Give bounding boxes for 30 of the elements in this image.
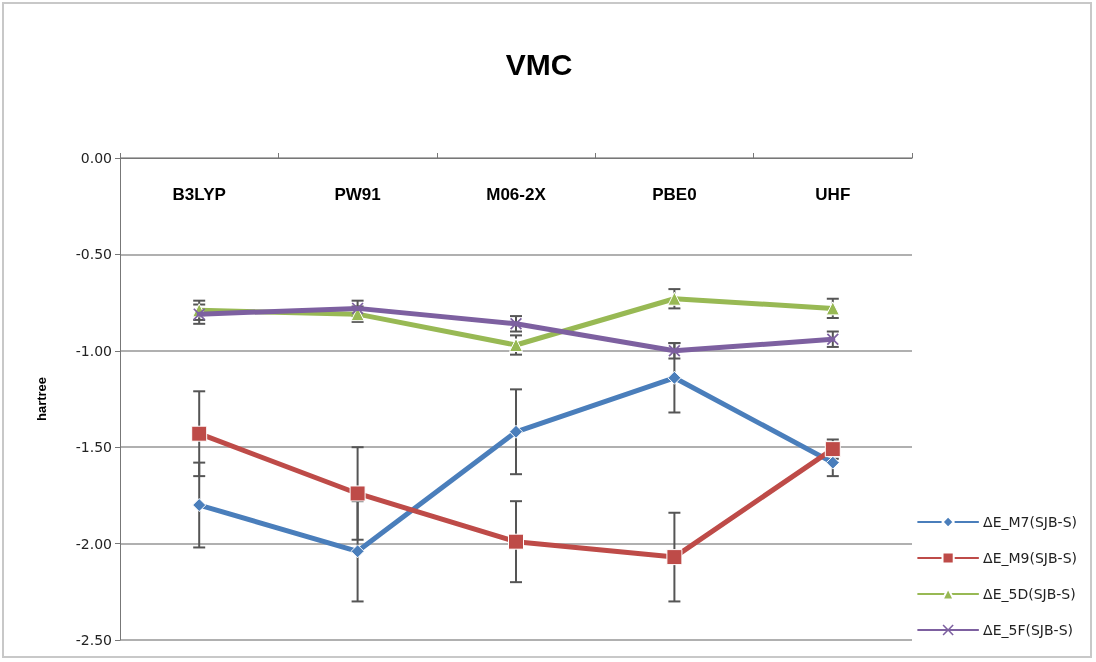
point <box>191 425 208 442</box>
chart-title: VMC <box>505 47 573 81</box>
y-tick-label: 0.00 <box>80 150 112 166</box>
x-tick-label: UHF <box>815 185 851 204</box>
y-tick-label: -0.50 <box>75 246 112 263</box>
point <box>193 308 206 321</box>
legend-label: ΔE_5D(SJB-S) <box>983 586 1076 602</box>
point <box>349 485 366 502</box>
legend-label: ΔE_5F(SJB-S) <box>983 622 1073 638</box>
y-axis-title: hartree <box>34 376 49 422</box>
point <box>509 338 523 353</box>
x-tick-label: PW91 <box>334 185 381 204</box>
point <box>666 549 683 566</box>
point <box>825 455 840 470</box>
legend-label: ΔE_M7(SJB-S) <box>983 514 1078 530</box>
y-tick-label: -1.50 <box>75 439 112 456</box>
point <box>667 291 682 306</box>
point <box>509 424 523 439</box>
y-tick-label: -2.50 <box>75 632 112 648</box>
legend-label: ΔE_M9(SJB-S) <box>983 550 1078 566</box>
y-tick-label: -1.00 <box>75 342 112 359</box>
point <box>508 533 524 550</box>
x-tick-label: B3LYP <box>172 185 226 204</box>
point <box>667 370 682 385</box>
point <box>825 301 840 316</box>
y-tick-label: -2.00 <box>75 535 112 552</box>
point <box>192 498 207 513</box>
x-tick-label: M06-2X <box>486 185 547 204</box>
point <box>350 544 365 559</box>
x-tick-label: PBE0 <box>652 185 697 204</box>
